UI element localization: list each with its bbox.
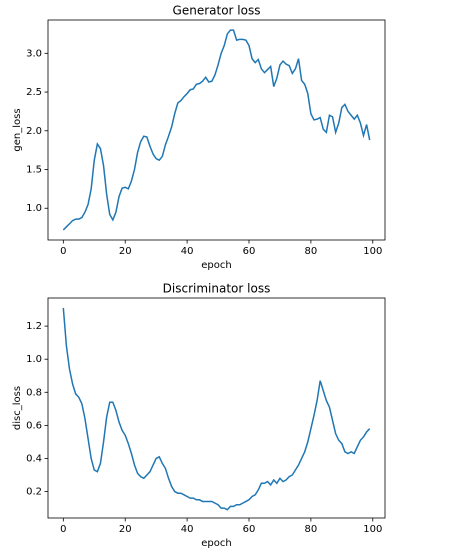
x-tick-label: 60 (243, 524, 256, 535)
y-axis-label: disc_loss (12, 386, 23, 430)
y-axis-label: gen_loss (12, 108, 23, 151)
x-axis-label: epoch (201, 260, 231, 271)
loss-line (62, 29, 371, 231)
x-tick-label: 60 (243, 246, 256, 257)
axes-frame (47, 297, 386, 519)
y-tick-label: 0.6 (26, 420, 42, 431)
loss-line (62, 307, 371, 511)
y-tick-label: 1.0 (26, 203, 42, 214)
y-tick-label: 0.8 (26, 387, 42, 398)
x-tick-label: 100 (363, 524, 382, 535)
x-tick-label: 0 (60, 524, 66, 535)
x-tick-label: 20 (119, 524, 132, 535)
x-tick-label: 20 (119, 246, 132, 257)
y-tick-label: 3.0 (26, 48, 42, 59)
x-tick-label: 100 (363, 246, 382, 257)
x-axis-label: epoch (201, 538, 231, 549)
y-tick-label: 1.0 (26, 354, 42, 365)
axes-frame (47, 19, 386, 241)
x-tick-label: 80 (305, 246, 318, 257)
y-tick-label: 2.5 (26, 87, 42, 98)
y-tick-label: 1.5 (26, 165, 42, 176)
chart-title: Generator loss (173, 4, 261, 18)
x-tick-label: 40 (181, 246, 194, 257)
y-tick-label: 2.0 (26, 126, 42, 137)
x-tick-label: 40 (181, 524, 194, 535)
x-tick-label: 80 (305, 524, 318, 535)
chart-title: Discriminator loss (163, 282, 271, 296)
y-tick-label: 1.2 (26, 321, 42, 332)
x-tick-label: 0 (60, 246, 66, 257)
y-tick-label: 0.2 (26, 487, 42, 498)
y-tick-label: 0.4 (26, 453, 42, 464)
